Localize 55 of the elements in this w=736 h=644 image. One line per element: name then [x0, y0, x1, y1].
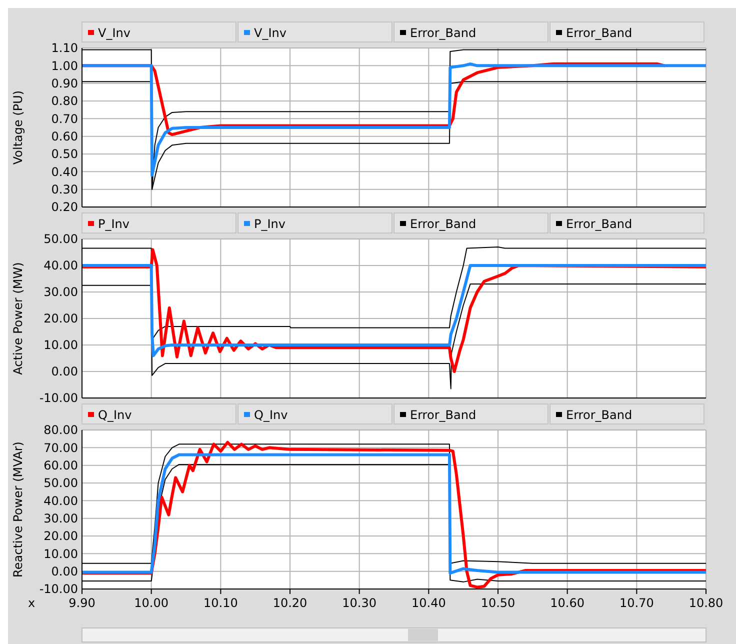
- y-tick-label: 0.40: [51, 164, 78, 179]
- y-tick-label: 0.90: [51, 76, 78, 91]
- y-tick-label: -10.00: [39, 391, 78, 406]
- y-tick-label: 30.00: [44, 512, 78, 526]
- y-tick-label: 0.20: [51, 200, 78, 214]
- legend-label: Q_Inv: [98, 408, 132, 422]
- y-tick-label: 40.00: [44, 258, 78, 273]
- legend-label: Q_Inv: [254, 408, 288, 422]
- y-tick-label: 30.00: [44, 285, 78, 300]
- y-tick-label: 1.00: [51, 58, 78, 73]
- x-tick-label: 10.30: [342, 596, 377, 610]
- line-series: [82, 62, 706, 177]
- legend-label: Error_Band: [566, 408, 632, 422]
- legend-label: Error_Band: [566, 217, 632, 231]
- legend-label: V_Inv: [254, 26, 286, 40]
- y-tick-label: 0.60: [51, 130, 78, 144]
- y-tick-label: 20.00: [44, 529, 78, 544]
- y-tick-label: 0.50: [51, 147, 78, 162]
- x-tick-label: 10.60: [550, 596, 585, 610]
- x-tick-label: 10.10: [203, 596, 238, 610]
- y-axis-title: Reactive Power (MVAr): [11, 442, 25, 578]
- x-tick-label: 10.40: [411, 596, 446, 610]
- y-tick-label: 50.00: [44, 476, 78, 490]
- legend-label: Error_Band: [410, 408, 476, 422]
- y-tick-label: 50.00: [44, 232, 78, 246]
- legend-label: Error_Band: [566, 26, 632, 40]
- y-tick-label: -10.00: [39, 582, 78, 596]
- legend-label: Error_Band: [410, 26, 476, 40]
- legend-label: P_Inv: [254, 217, 286, 231]
- legend-label: Error_Band: [410, 217, 476, 231]
- x-tick-label: 10.00: [134, 596, 169, 610]
- y-tick-label: 80.00: [44, 423, 78, 438]
- legend-label: P_Inv: [98, 217, 130, 231]
- y-tick-label: 60.00: [44, 458, 78, 473]
- x-tick-label: 10.20: [272, 596, 308, 610]
- y-tick-label: 0.80: [51, 94, 78, 108]
- x-tick-label: 10.50: [480, 596, 516, 610]
- y-axis-title: Voltage (PU): [11, 90, 25, 165]
- y-tick-label: 10.00: [44, 546, 78, 561]
- y-tick-label: 40.00: [44, 494, 78, 508]
- y-tick-label: 10.00: [44, 338, 78, 352]
- x-axis-title: x: [28, 596, 36, 610]
- line-series: [82, 264, 706, 358]
- y-tick-label: 0.30: [51, 182, 78, 197]
- x-tick-label: 10.70: [619, 596, 654, 610]
- y-axis-title: Active Power (MW): [11, 262, 25, 375]
- x-tick-label: 10.80: [688, 596, 724, 610]
- legend-label: V_Inv: [98, 26, 130, 40]
- y-tick-label: 0.00: [51, 564, 78, 579]
- y-tick-label: 70.00: [44, 440, 78, 455]
- x-tick-label: 9.90: [68, 596, 96, 610]
- y-tick-label: 1.10: [51, 41, 78, 56]
- y-tick-label: 20.00: [44, 312, 78, 326]
- y-tick-label: 0.70: [51, 112, 78, 126]
- y-tick-label: 0.00: [51, 364, 78, 379]
